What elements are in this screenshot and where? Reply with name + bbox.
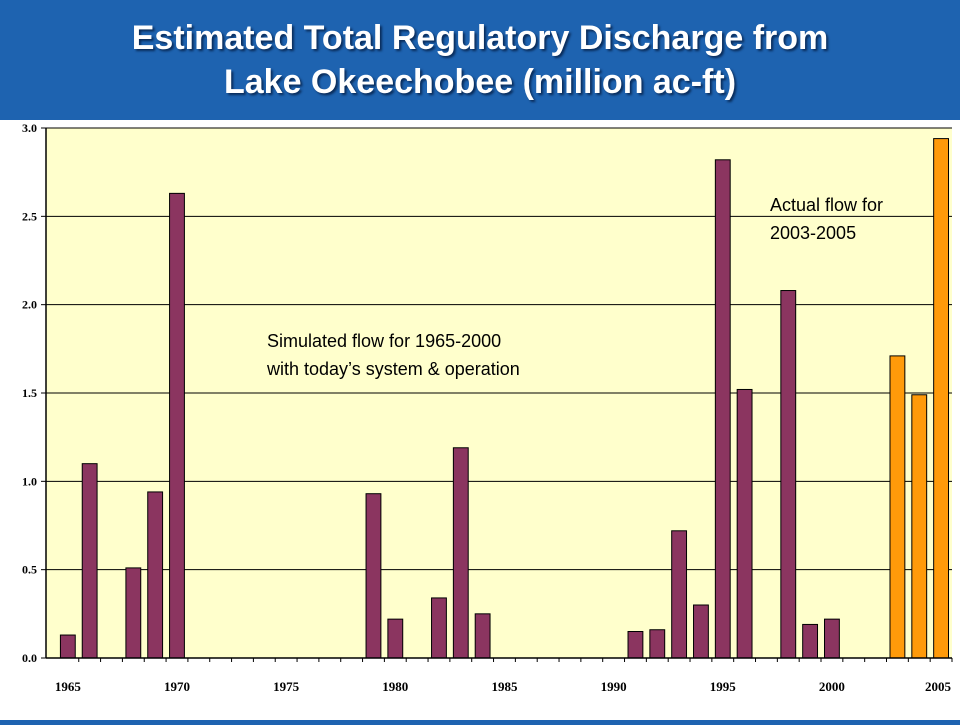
x-tick-label: 1990 bbox=[601, 679, 627, 694]
chart-frame: 0.0 0.5 1.0 1.5 2.0 2.5 3.0 1965 1970 1975 1980 19… bbox=[0, 120, 960, 720]
y-tick-label: 1.5 bbox=[22, 386, 37, 400]
annotation-simulated-line-1: Simulated flow for 1965-2000 bbox=[267, 331, 501, 351]
x-tick-label: 1985 bbox=[491, 679, 518, 694]
bar-simulated-1992 bbox=[649, 629, 666, 659]
bar-simulated-1968 bbox=[125, 567, 142, 659]
bar-simulated-1983 bbox=[452, 447, 469, 659]
bar-chart: 0.00.51.01.52.02.53.0 1965 1970 1975 1980 19… bbox=[0, 120, 960, 720]
y-tick-labels: 0.0 0.5 1.0 1.5 2.0 2.5 3.0 bbox=[22, 121, 37, 665]
bar-simulated-1984 bbox=[474, 613, 491, 659]
bars bbox=[59, 138, 950, 659]
y-tick-label: 0.0 bbox=[22, 651, 37, 665]
bar-simulated-1970 bbox=[169, 192, 185, 659]
y-tick-label: 3.0 bbox=[22, 121, 37, 135]
title-line-2: Lake Okeechobee (million ac-ft) bbox=[223, 63, 737, 101]
bar-simulated-1993 bbox=[671, 530, 688, 659]
bar-simulated-1996 bbox=[736, 388, 753, 659]
bar-simulated-1991 bbox=[627, 631, 644, 659]
bar-actual-2003 bbox=[889, 355, 906, 659]
y-tick-label: 1.0 bbox=[22, 474, 37, 488]
annotation-actual-line-1: Actual flow for bbox=[770, 195, 883, 215]
bar-simulated-1982 bbox=[431, 597, 447, 659]
annotation-actual-line-2: 2003-2005 bbox=[770, 223, 856, 243]
bar-simulated-1965 bbox=[59, 634, 76, 659]
x-tick-label: 1970 bbox=[164, 679, 190, 694]
y-tick-label: 2.5 bbox=[22, 209, 37, 223]
bar-actual-2005 bbox=[933, 138, 950, 659]
x-tick-label: 1995 bbox=[710, 679, 737, 694]
x-tick-label: 1975 bbox=[273, 679, 300, 694]
bar-actual-2004 bbox=[911, 394, 928, 659]
annotation-simulated-line-2: with today’s system & operation bbox=[266, 359, 520, 379]
title-line-1: Estimated Total Regulatory Discharge fro… bbox=[131, 19, 829, 57]
x-tick-labels: 1965 1970 1975 1980 1985 1990 1995 2000 2005 bbox=[55, 679, 952, 694]
bar-simulated-1966 bbox=[81, 463, 98, 659]
grid-lines bbox=[46, 127, 952, 571]
x-tick-label: 1980 bbox=[382, 679, 408, 694]
y-tick-label: 2.0 bbox=[22, 298, 37, 312]
bar-simulated-1969 bbox=[147, 491, 164, 659]
bar-simulated-1980 bbox=[387, 618, 404, 659]
bar-simulated-1998 bbox=[780, 290, 797, 659]
bar-simulated-1994 bbox=[693, 604, 709, 659]
bar-simulated-2000 bbox=[824, 618, 840, 659]
x-tick-label: 2005 bbox=[925, 679, 952, 694]
x-tick-label: 2000 bbox=[819, 679, 845, 694]
slide-title: Estimated Total Regulatory Discharge fro… bbox=[0, 16, 960, 104]
bar-simulated-1999 bbox=[802, 623, 819, 659]
bar-simulated-1979 bbox=[365, 493, 382, 659]
y-tick-label: 0.5 bbox=[22, 563, 37, 577]
axes bbox=[41, 127, 953, 662]
x-tick-label: 1965 bbox=[55, 679, 82, 694]
bar-simulated-1995 bbox=[714, 159, 731, 659]
